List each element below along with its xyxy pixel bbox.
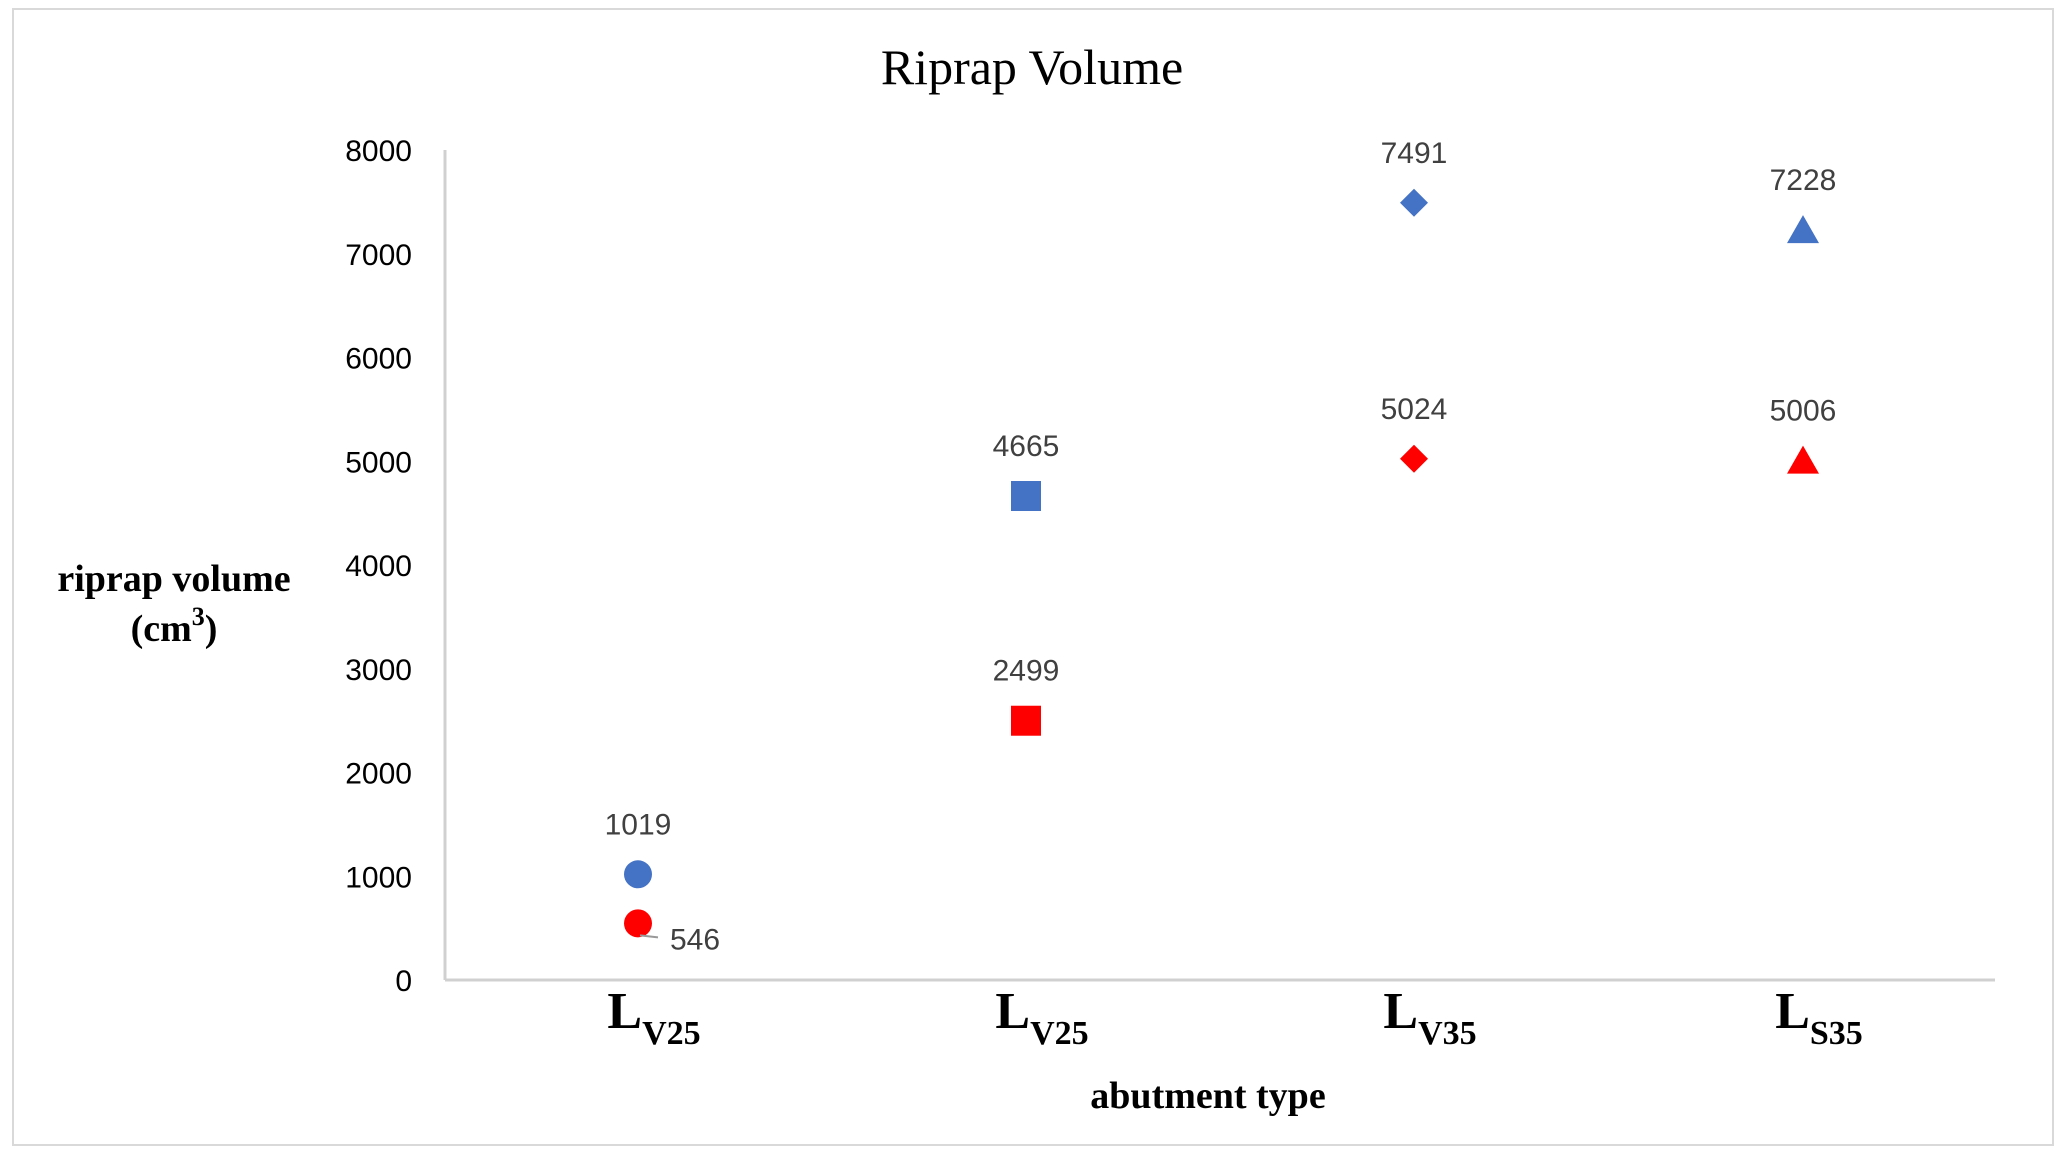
x-tick-label: LV35 [1383, 983, 1476, 1052]
data-label-leader-line [639, 934, 659, 939]
data-label: 7228 [1770, 164, 1837, 197]
data-label: 7491 [1381, 137, 1448, 170]
chart-title: Riprap Volume [881, 39, 1183, 95]
y-tick-label: 4000 [345, 550, 412, 583]
y-tick-label: 2000 [345, 758, 412, 791]
x-axis-label: abutment type [1090, 1075, 1325, 1117]
chart-frame [12, 8, 2054, 1146]
data-point-triangle [1787, 445, 1819, 474]
data-labels: 1019 4665 7491 7228 546 2499 5024 5006 [605, 137, 1837, 957]
y-tick-label: 3000 [345, 654, 412, 687]
data-label: 2499 [993, 655, 1060, 688]
y-axis-label: riprap volume (cm3) [57, 558, 290, 650]
x-tick-label: LS35 [1775, 983, 1863, 1052]
y-tick-label: 1000 [345, 861, 412, 894]
y-axis-label-unit: (cm [131, 608, 192, 650]
x-tick-label: LV25 [607, 983, 700, 1052]
data-label: 4665 [993, 430, 1060, 463]
y-axis-label-unit-close: ) [205, 608, 218, 650]
data-label: 1019 [605, 808, 672, 841]
y-tick-labels: 0 1000 2000 3000 4000 5000 6000 7000 8000 [345, 135, 412, 998]
data-point-circle [624, 860, 652, 889]
data-point-square [1011, 705, 1041, 736]
x-tick-labels: LV25 LV25 LV35 LS35 [607, 983, 1862, 1052]
data-points [624, 188, 1819, 938]
axes [443, 150, 1995, 982]
x-tick-label: LV25 [995, 983, 1088, 1052]
data-point-triangle [1787, 215, 1819, 244]
y-tick-label: 0 [395, 965, 412, 998]
data-point-diamond [1400, 444, 1428, 473]
data-point-circle [624, 909, 652, 938]
y-axis-label-line2: (cm3) [131, 602, 218, 650]
data-label: 5024 [1381, 393, 1448, 426]
data-label: 5006 [1770, 395, 1837, 428]
data-point-square [1011, 481, 1041, 512]
data-label: 546 [670, 923, 720, 956]
y-tick-label: 6000 [345, 343, 412, 376]
y-tick-label: 8000 [345, 135, 412, 168]
y-axis-label-line1: riprap volume [57, 558, 290, 600]
y-tick-label: 5000 [345, 446, 412, 479]
data-point-diamond [1400, 188, 1428, 217]
y-axis-label-unit-exponent: 3 [192, 602, 205, 631]
y-tick-label: 7000 [345, 239, 412, 272]
